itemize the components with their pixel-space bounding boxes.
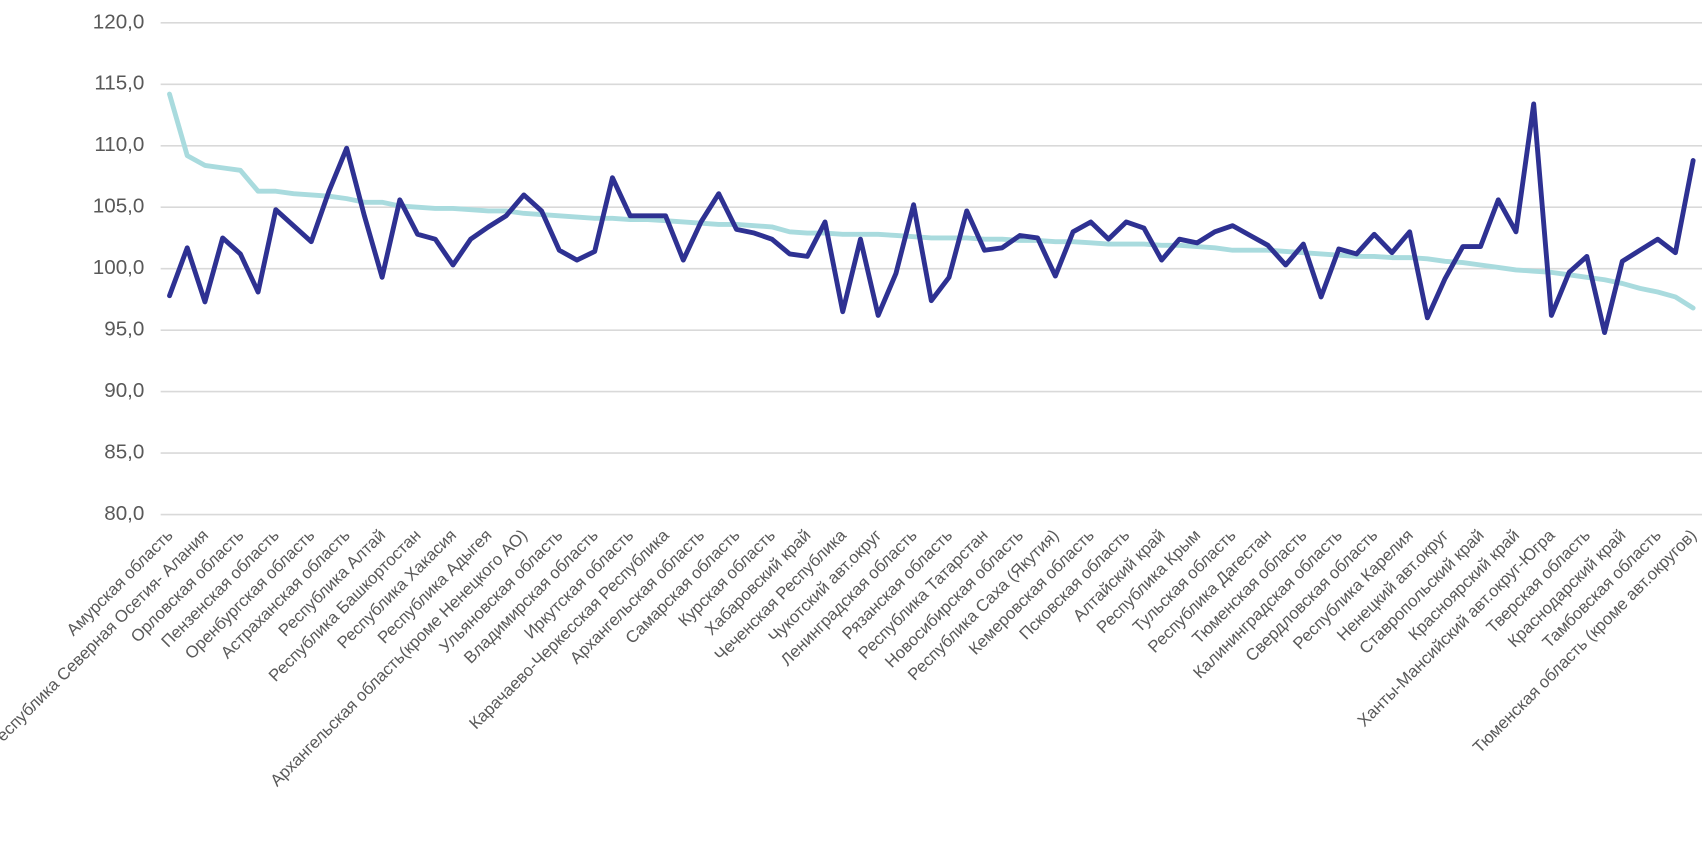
series-line bbox=[167, 91, 1696, 311]
y-tick-label: 85,0 bbox=[104, 441, 144, 464]
y-tick-label: 105,0 bbox=[93, 195, 145, 218]
series-line bbox=[167, 101, 1696, 336]
y-tick-label: 90,0 bbox=[104, 379, 144, 402]
y-tick-label: 95,0 bbox=[104, 318, 144, 341]
y-tick-label: 120,0 bbox=[93, 10, 145, 33]
y-tick-label: 100,0 bbox=[93, 256, 145, 279]
y-tick-label: 115,0 bbox=[94, 72, 144, 95]
y-tick-label: 110,0 bbox=[94, 133, 144, 156]
y-tick-label: 80,0 bbox=[104, 502, 144, 525]
